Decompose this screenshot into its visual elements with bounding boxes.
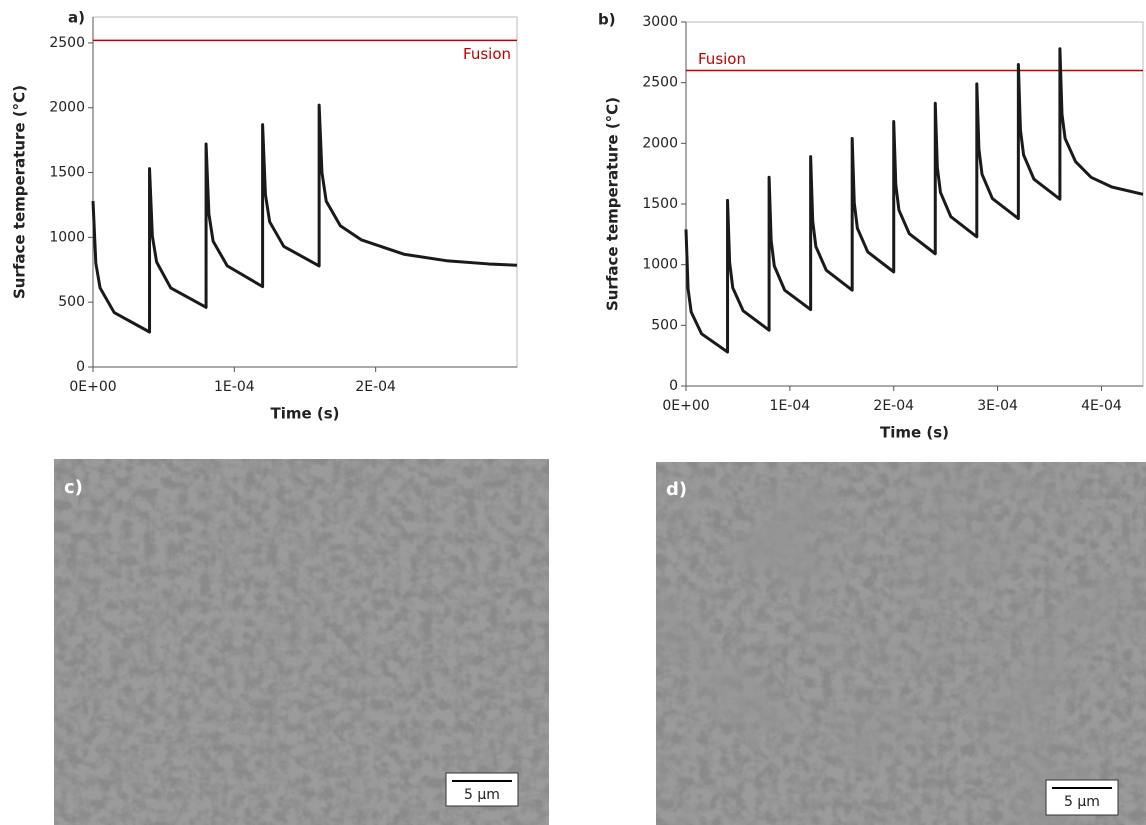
sem-image-d — [656, 462, 1146, 825]
temperature-line — [684, 47, 1144, 354]
x-tick-label: 4E-04 — [1081, 398, 1122, 414]
fusion-label: Fusion — [698, 50, 746, 68]
y-tick-label: 0 — [76, 359, 85, 375]
scale-bar-label: 5 µm — [1064, 794, 1100, 810]
y-axis-title: Surface temperature (°C) — [11, 85, 29, 299]
y-tick-label: 1500 — [642, 196, 678, 212]
y-tick-label: 2500 — [642, 75, 678, 91]
panel-label: a) — [68, 9, 85, 27]
y-tick-label: 500 — [651, 317, 678, 333]
fusion-label: Fusion — [463, 45, 511, 63]
x-tick-label: 1E-04 — [214, 379, 255, 395]
sem-image-c — [54, 459, 549, 825]
x-tick-label: 0E+00 — [662, 398, 709, 414]
image-label: c) — [64, 477, 83, 498]
x-axis-title: Time (s) — [880, 424, 949, 442]
x-tick-label: 0E+00 — [69, 379, 116, 395]
y-tick-label: 2000 — [49, 100, 85, 116]
y-tick-label: 2500 — [49, 35, 85, 51]
image-label: d) — [666, 479, 687, 500]
y-axis-title: Surface temperature (°C) — [604, 97, 622, 311]
y-tick-label: 1500 — [49, 165, 85, 181]
x-tick-label: 2E-04 — [355, 379, 396, 395]
x-tick-label: 3E-04 — [977, 398, 1018, 414]
x-axis-title: Time (s) — [270, 405, 339, 423]
plot-frame — [685, 21, 1144, 387]
y-tick-label: 3000 — [642, 14, 678, 30]
x-tick-label: 1E-04 — [770, 398, 811, 414]
x-tick-label: 2E-04 — [873, 398, 914, 414]
y-tick-label: 2000 — [642, 135, 678, 151]
y-tick-label: 1000 — [49, 229, 85, 245]
y-tick-label: 1000 — [642, 257, 678, 273]
y-tick-label: 0 — [669, 378, 678, 394]
panel-label: b) — [598, 11, 616, 29]
temperature-line — [91, 103, 518, 334]
y-tick-label: 500 — [58, 294, 85, 310]
scale-bar-label: 5 µm — [464, 787, 500, 803]
plot-frame — [92, 16, 518, 368]
